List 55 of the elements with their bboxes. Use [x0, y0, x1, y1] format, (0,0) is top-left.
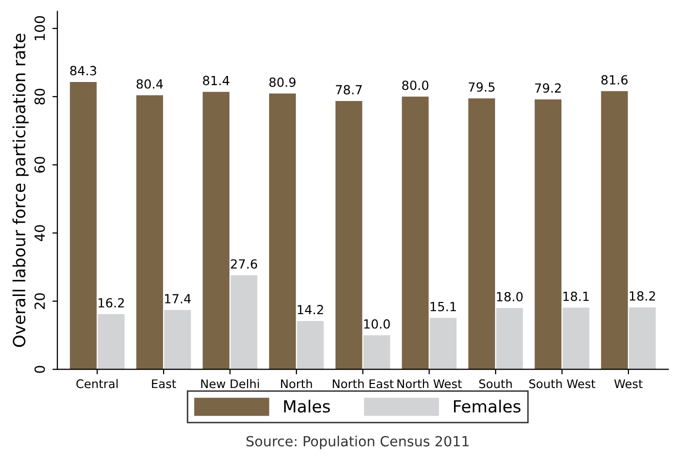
bar [335, 101, 362, 370]
y-tick-label: 0 [34, 366, 45, 373]
x-tick-label: New Delhi [201, 379, 259, 388]
data-label: 15.1 [430, 302, 456, 312]
bar [269, 94, 296, 370]
bar [296, 320, 324, 370]
bar [164, 310, 191, 370]
bar [601, 91, 628, 370]
data-label: 10.0 [364, 319, 390, 329]
data-label: 17.4 [165, 294, 191, 304]
x-tick-label: North East [332, 379, 394, 388]
data-label: 79.2 [535, 83, 561, 93]
bar [628, 307, 656, 370]
x-tick-label: South West [529, 379, 596, 388]
bar [98, 314, 125, 370]
x-tick-label: East [152, 379, 176, 388]
data-label: 81.6 [601, 75, 628, 85]
data-label: 18.1 [563, 292, 589, 302]
data-label: 18.0 [497, 292, 523, 302]
bar [402, 96, 429, 370]
data-label: 81.4 [203, 76, 230, 86]
data-label: 79.5 [468, 82, 494, 92]
data-label: 80.4 [136, 79, 163, 89]
data-label: 14.2 [298, 304, 324, 314]
y-tick-label: 80 [34, 88, 45, 105]
y-axis-title: Overall labour force participation rate [12, 34, 29, 347]
data-label: 27.6 [230, 259, 258, 269]
x-tick-label: West [614, 379, 643, 388]
bar [534, 99, 562, 370]
bar [430, 318, 457, 370]
bar [562, 308, 590, 370]
bar [70, 82, 97, 370]
y-tick-label: 40 [34, 225, 45, 242]
data-label: 84.3 [70, 66, 96, 76]
data-label: 80.9 [269, 78, 296, 87]
y-tick-label: 100 [34, 16, 45, 40]
data-label: 80.0 [402, 80, 428, 90]
x-tick-label: Central [76, 379, 118, 388]
bar [202, 92, 230, 370]
legend-label: Females [454, 400, 520, 413]
bar [496, 308, 523, 370]
x-tick-label: North West [397, 379, 462, 388]
source-note: Source: Population Census 2011 [246, 436, 469, 450]
data-label: 78.7 [336, 85, 362, 94]
bar [363, 335, 390, 370]
y-tick-label: 20 [34, 293, 45, 309]
bar [468, 98, 496, 370]
data-label: 18.2 [630, 291, 656, 301]
x-tick-label: North [281, 379, 312, 388]
y-tick-label: 60 [34, 156, 45, 173]
bar [136, 95, 164, 370]
bar [230, 275, 258, 370]
x-tick-label: South [479, 379, 512, 388]
data-label: 16.2 [98, 298, 124, 308]
legend-label: Males [284, 400, 330, 413]
